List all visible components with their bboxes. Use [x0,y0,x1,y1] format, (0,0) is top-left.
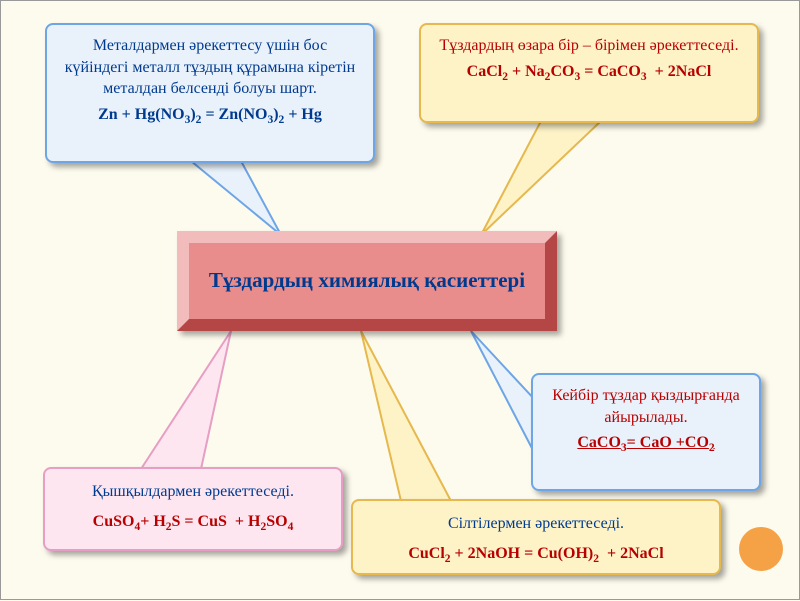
box-acids-desc: Қышқылдармен әрекеттеседі. [59,479,327,505]
box-metals-desc: Металдармен әрекеттесу үшін бос күйіндег… [61,35,359,100]
center-title-box: Тұздардың химиялық қасиеттері [177,231,557,331]
box-bases-desc: Сілтілермен әрекеттеседі. [367,511,705,537]
box-salts-desc: Тұздардың өзара бір – бірімен әрекеттесе… [435,35,743,57]
box-bases: Сілтілермен әрекеттеседі. CuCl2 + 2NaOH … [351,499,721,575]
box-decompose-formula: CaCO3= CaO +CO2 [547,432,745,457]
box-salts-formula: CaCl2 + Na2CO3 = CaCO3 + 2NaCl [435,61,743,86]
center-title-text: Тұздардың химиялық қасиеттері [209,267,525,294]
box-acids: Қышқылдармен әрекеттеседі. CuSO4+ H2S = … [43,467,343,551]
box-decompose: Кейбір тұздар қыздырғанда айырылады. CaC… [531,373,761,491]
box-bases-formula: CuCl2 + 2NaOH = Cu(OH)2 + 2NaCl [367,541,705,569]
box-metals-formula: Zn + Hg(NO3)2 = Zn(NO3)2 + Hg [61,104,359,129]
box-decompose-desc: Кейбір тұздар қыздырғанда айырылады. [547,385,745,428]
box-metals: Металдармен әрекеттесу үшін бос күйіндег… [45,23,375,163]
box-salts-mutual: Тұздардың өзара бір – бірімен әрекеттесе… [419,23,759,123]
box-acids-formula: CuSO4+ H2S = CuS + H2SO4 [59,509,327,537]
